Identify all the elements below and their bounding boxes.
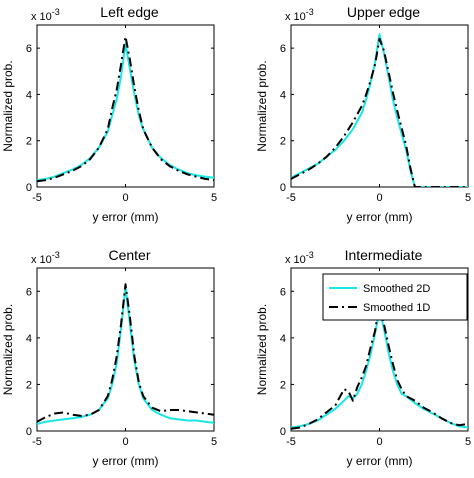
y-exponent-power: -3 bbox=[52, 7, 60, 17]
y-tick-label: 2 bbox=[280, 136, 286, 148]
x-tick-label: 5 bbox=[211, 192, 217, 204]
x-tick-label: 5 bbox=[465, 436, 471, 448]
y-tick-label: 6 bbox=[26, 43, 32, 55]
legend-box bbox=[322, 273, 468, 321]
y-tick-label: 0 bbox=[26, 182, 32, 194]
panel-title: Center bbox=[108, 247, 150, 263]
y-tick-label: 4 bbox=[280, 89, 286, 101]
y-axis-label: Normalized prob. bbox=[1, 60, 15, 151]
y-axis-label: Normalized prob. bbox=[255, 60, 269, 151]
x-tick-label: -5 bbox=[32, 436, 42, 448]
series-line-smoothed-2d bbox=[291, 308, 468, 429]
x-tick-label: 0 bbox=[376, 436, 382, 448]
x-tick-label: -5 bbox=[286, 192, 296, 204]
x-tick-label: 5 bbox=[211, 436, 217, 448]
y-tick-label: 2 bbox=[280, 379, 286, 391]
series-line-smoothed-2d bbox=[37, 42, 214, 182]
y-exponent-label: x 10-3 bbox=[31, 250, 60, 266]
y-exponent-label: x 10-3 bbox=[285, 250, 314, 266]
y-exponent-base: x 10 bbox=[285, 11, 306, 23]
legend: Smoothed 2D Smoothed 1D bbox=[322, 273, 468, 321]
y-axis-label: Normalized prob. bbox=[1, 304, 15, 395]
x-axis-label: y error (mm) bbox=[93, 454, 159, 468]
series-line-smoothed-1d bbox=[291, 37, 468, 187]
legend-label: Smoothed 1D bbox=[363, 302, 430, 314]
x-tick-label: -5 bbox=[286, 436, 296, 448]
y-exponent-base: x 10 bbox=[285, 254, 306, 266]
series-line-smoothed-1d bbox=[291, 301, 468, 430]
y-exponent-label: x 10-3 bbox=[31, 7, 60, 23]
y-tick-label: 0 bbox=[280, 182, 286, 194]
legend-label: Smoothed 2D bbox=[363, 283, 430, 295]
y-tick-label: 4 bbox=[26, 333, 32, 345]
y-exponent-power: -3 bbox=[306, 7, 314, 17]
y-exponent-power: -3 bbox=[52, 250, 60, 260]
y-exponent-power: -3 bbox=[306, 250, 314, 260]
y-tick-label: 6 bbox=[280, 43, 286, 55]
y-tick-label: 6 bbox=[280, 286, 286, 298]
series-line-smoothed-2d bbox=[291, 33, 468, 187]
y-tick-label: 4 bbox=[280, 333, 286, 345]
y-exponent-base: x 10 bbox=[31, 11, 52, 23]
series-line-smoothed-1d bbox=[37, 283, 214, 423]
x-axis-label: y error (mm) bbox=[347, 454, 413, 468]
y-exponent-base: x 10 bbox=[31, 254, 52, 266]
x-tick-label: 0 bbox=[122, 192, 128, 204]
panel-title: Left edge bbox=[100, 4, 159, 20]
panel-title: Intermediate bbox=[345, 247, 423, 263]
x-tick-label: 0 bbox=[122, 436, 128, 448]
panel-title: Upper edge bbox=[347, 4, 420, 20]
x-axis-label: y error (mm) bbox=[93, 210, 159, 224]
x-tick-label: 5 bbox=[465, 192, 471, 204]
y-tick-label: 0 bbox=[280, 426, 286, 438]
y-axis-label: Normalized prob. bbox=[255, 304, 269, 395]
series-line-smoothed-2d bbox=[37, 285, 214, 425]
y-tick-label: 2 bbox=[26, 136, 32, 148]
y-tick-label: 0 bbox=[26, 426, 32, 438]
x-axis-label: y error (mm) bbox=[347, 210, 413, 224]
y-tick-label: 4 bbox=[26, 89, 32, 101]
y-tick-label: 2 bbox=[26, 379, 32, 391]
series-line-smoothed-1d bbox=[37, 35, 214, 183]
x-tick-label: -5 bbox=[32, 192, 42, 204]
y-exponent-label: x 10-3 bbox=[285, 7, 314, 23]
y-tick-label: 6 bbox=[26, 286, 32, 298]
x-tick-label: 0 bbox=[376, 192, 382, 204]
